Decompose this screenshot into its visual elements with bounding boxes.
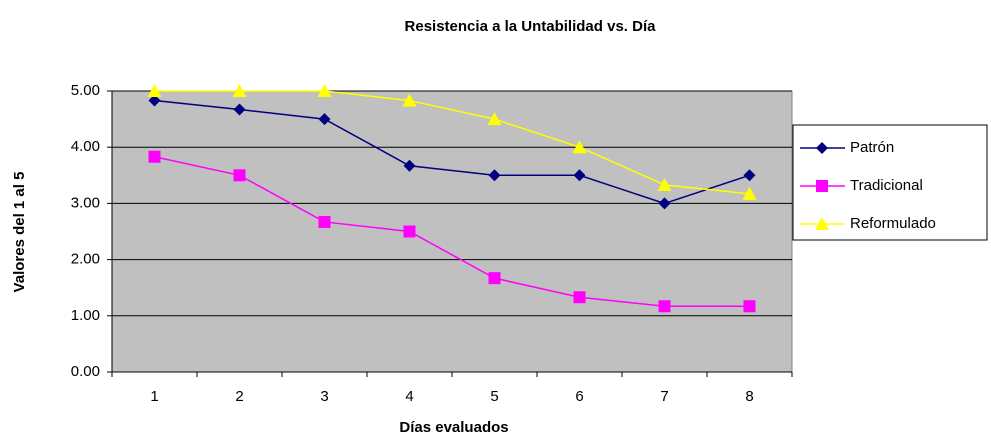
marker [657,177,672,191]
marker [488,169,501,182]
x-tick-label: 5 [490,388,498,405]
marker [742,186,757,200]
marker [816,142,828,154]
marker [233,169,246,182]
x-tick-label: 7 [660,388,668,405]
chart-title: Resistencia a la Untabilidad vs. Día [405,18,657,35]
marker [487,112,502,126]
y-tick-label: 4.00 [71,138,100,155]
legend-label: Patrón [850,139,894,156]
marker [572,140,587,154]
marker [743,169,756,182]
x-tick-label: 3 [320,388,328,405]
y-tick-label: 0.00 [71,363,100,380]
y-tick-label: 1.00 [71,307,100,324]
marker [232,84,247,97]
x-tick-label: 4 [405,388,413,405]
marker [573,291,586,304]
marker [318,113,331,126]
y-axis-label: Valores del 1 al 5 [11,172,28,293]
marker [488,272,501,285]
x-axis-label: Días evaluados [399,419,508,436]
marker [573,169,586,182]
x-tick-label: 1 [150,388,158,405]
y-tick-label: 5.00 [71,82,100,99]
marker [403,159,416,172]
marker [233,103,246,116]
marker [658,300,671,313]
marker [147,84,162,97]
x-tick-label: 8 [745,388,753,405]
series-line [154,90,750,195]
y-tick-label: 2.00 [71,251,100,268]
plot-area [111,90,793,373]
marker [815,217,829,230]
marker [402,93,417,107]
marker [743,300,756,313]
marker [148,150,161,163]
marker [317,84,332,97]
marker [658,197,671,210]
x-tick-label: 2 [235,388,243,405]
marker [403,225,416,238]
series-line [154,99,750,205]
marker [816,180,828,192]
y-tick-label: 3.00 [71,194,100,211]
series-line [154,156,750,307]
marker [148,94,161,107]
legend-label: Tradicional [850,177,923,194]
marker [318,215,331,228]
x-tick-label: 6 [575,388,583,405]
legend-label: Reformulado [850,215,936,232]
